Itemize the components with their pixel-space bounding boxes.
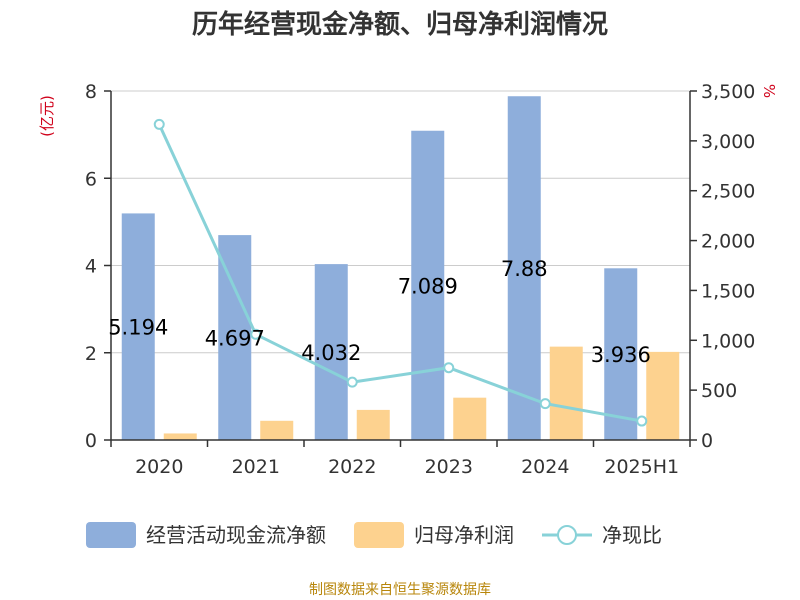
bar-value-label: 7.089 — [398, 274, 458, 298]
bar — [260, 420, 294, 440]
right-tick-label: 3,000 — [701, 131, 755, 153]
ratio-point — [346, 376, 358, 388]
ratio-point — [153, 118, 165, 130]
bars — [121, 96, 680, 441]
x-tick-label: 2021 — [232, 456, 280, 478]
bar — [163, 433, 197, 440]
bar — [646, 351, 680, 440]
bar-value-label: 3.936 — [591, 343, 651, 367]
bar — [453, 397, 487, 440]
data-labels: 5.194 4.697 4.032 7.089 7.88 3.936 — [108, 257, 651, 367]
legend-label: 经营活动现金流净额 — [146, 523, 326, 547]
ratio-line — [153, 118, 648, 427]
ratio-point — [539, 398, 551, 410]
source-note: 制图数据来自恒生聚源数据库 — [309, 582, 491, 598]
x-tick-label: 2024 — [521, 456, 569, 478]
right-tick-label: 500 — [701, 380, 737, 402]
left-tick-label: 4 — [85, 256, 97, 278]
bar-value-label: 5.194 — [108, 316, 168, 340]
x-tick-label: 2023 — [425, 456, 473, 478]
bar-value-label: 4.032 — [301, 341, 361, 365]
left-tick-label: 2 — [85, 343, 97, 365]
x-tick-label: 2020 — [135, 456, 183, 478]
bar — [549, 346, 583, 440]
right-tick-label: 1,000 — [701, 330, 755, 352]
left-axis-unit: (亿元) — [38, 95, 56, 137]
grid-lines — [111, 90, 690, 354]
ratio-point — [250, 328, 262, 340]
bar — [356, 409, 390, 440]
legend: 经营活动现金流净额 归母净利润 净现比 — [86, 522, 662, 548]
axes: 0 2 4 6 8 0 500 1,000 1,500 2,000 2,500 3,000 3,500 2… — [85, 81, 756, 478]
left-tick-label: 8 — [85, 81, 97, 103]
right-tick-label: 2,500 — [701, 181, 755, 203]
right-tick-label: 0 — [701, 430, 713, 452]
legend-swatch — [354, 522, 404, 548]
left-tick-label: 0 — [85, 430, 97, 452]
bar — [411, 130, 445, 440]
legend-label: 净现比 — [602, 523, 662, 547]
legend-swatch — [86, 522, 136, 548]
ratio-point — [443, 362, 455, 374]
right-axis-unit: % — [760, 84, 778, 98]
right-tick-label: 3,500 — [701, 81, 755, 103]
legend-label: 归母净利润 — [414, 523, 514, 547]
x-tick-label: 2025H1 — [604, 456, 679, 478]
right-tick-label: 1,500 — [701, 280, 755, 302]
x-tick-label: 2022 — [328, 456, 376, 478]
ratio-line-path — [157, 123, 643, 423]
bar — [121, 213, 155, 440]
chart-title: 历年经营现金净额、归母净利润情况 — [192, 9, 608, 40]
bar-value-label: 4.697 — [205, 327, 265, 351]
bar — [314, 264, 348, 440]
ratio-point — [636, 415, 648, 427]
legend-marker — [557, 525, 577, 545]
left-tick-label: 6 — [85, 168, 97, 190]
bar — [218, 235, 252, 440]
bar-value-label: 7.88 — [501, 257, 548, 281]
bar — [507, 96, 541, 441]
right-tick-label: 2,000 — [701, 231, 755, 253]
bar — [604, 268, 638, 440]
